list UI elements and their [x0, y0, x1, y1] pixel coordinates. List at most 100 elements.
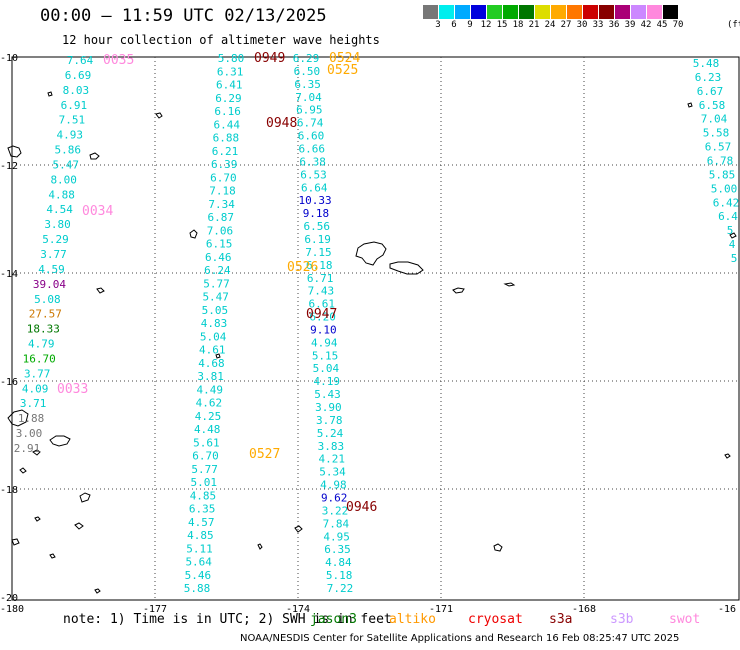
- colorbar-label: 6: [451, 20, 457, 30]
- wave-height-value: 5.05: [202, 304, 229, 317]
- lat-tick-label: -16: [0, 377, 18, 388]
- lon-tick-label: -177: [143, 604, 167, 615]
- island-futuna: [96, 287, 105, 294]
- wave-height-value: 6.50: [294, 65, 321, 78]
- pass-time-label: 0033: [57, 382, 88, 397]
- wave-height-value: 18.33: [27, 323, 60, 336]
- wave-height-value: 6.91: [61, 99, 88, 112]
- wave-height-value: 7.18: [209, 185, 236, 198]
- colorbar-label: 24: [544, 20, 556, 30]
- wave-height-value: 6.87: [208, 211, 235, 224]
- colorbar-swatch: [598, 5, 614, 19]
- wave-height-value: 3.00: [16, 427, 43, 440]
- wave-height-value: 3.77: [40, 248, 67, 261]
- island-fiji-8: [34, 516, 41, 522]
- wave-height-value: 4.95: [323, 530, 350, 543]
- wave-height-value: 6.69: [65, 69, 92, 82]
- lat-tick-label: -20: [0, 593, 18, 604]
- wave-height-value: 1.88: [18, 412, 45, 425]
- wave-height-value: 6.42: [713, 196, 740, 209]
- colorbar-label: 9: [467, 20, 473, 30]
- pass-time-label: 0035: [103, 53, 134, 68]
- wave-height-value: 6.78: [707, 155, 734, 168]
- wave-height-value: 6.31: [217, 65, 244, 78]
- island-fiji-7: [11, 538, 20, 546]
- colorbar-label: 70: [672, 20, 684, 30]
- colorbar-swatch: [534, 5, 550, 19]
- wave-height-value: 5.47: [52, 158, 79, 171]
- wave-height-value: 10.33: [299, 194, 332, 207]
- colorbar-label: 3: [435, 20, 441, 30]
- wave-height-value: 4.09: [22, 382, 49, 395]
- wave-height-value: 6.29: [215, 92, 242, 105]
- wave-height-value: 4.98: [320, 479, 347, 492]
- colorbar-swatch: [438, 5, 454, 19]
- wave-height-value: 4.68: [198, 357, 225, 370]
- wave-height-value: 5.01: [191, 476, 218, 489]
- wave-height-value: 3.90: [315, 401, 342, 414]
- wave-height-value: 3.81: [197, 370, 224, 383]
- altimeter-track-c: 6.296.506.357.046.956.746.606.666.386.53…: [293, 52, 354, 595]
- wave-height-value: 5.86: [55, 144, 82, 157]
- colorbar-label: 12: [480, 20, 492, 30]
- wave-height-value: 5.77: [203, 277, 230, 290]
- wave-height-value: 27.57: [29, 308, 62, 321]
- island-fiji-4: [32, 449, 41, 456]
- wave-height-value: 5.04: [200, 330, 227, 343]
- wave-height-value: 6.19: [304, 233, 331, 246]
- pass-time-label: 0525: [327, 63, 358, 78]
- wave-height-value: 5.04: [313, 362, 340, 375]
- wave-height-value: 8.00: [50, 173, 77, 186]
- island-manua: [503, 282, 516, 287]
- wave-height-value: 7.22: [327, 582, 354, 595]
- pass-time-label: 0949: [254, 51, 285, 66]
- lon-tick-label: -180: [0, 604, 24, 615]
- colorbar-swatch: [502, 5, 518, 19]
- wave-height-value: 6.67: [697, 85, 724, 98]
- wave-height-value: 3.83: [318, 440, 345, 453]
- pass-time-label: 0527: [249, 447, 280, 462]
- wave-height-value: 4.19: [313, 375, 340, 388]
- wave-height-value: 6.70: [210, 171, 237, 184]
- wave-height-value: 16.70: [23, 352, 56, 365]
- wave-height-value: 5.46: [185, 569, 212, 582]
- pass-time-label: 0526: [287, 260, 318, 275]
- wave-height-value: 3.78: [316, 414, 343, 427]
- island-fiji-5: [19, 467, 27, 474]
- lon-tick-label: -168: [572, 604, 596, 615]
- wave-height-value: 4.21: [318, 453, 345, 466]
- lat-tick-label: -18: [0, 485, 18, 496]
- wave-height-value: 3.71: [20, 397, 47, 410]
- legend-item-altiko: altiko: [389, 612, 436, 627]
- lat-tick-label: -12: [0, 161, 18, 172]
- colorbar-label: 30: [576, 20, 588, 30]
- wave-height-value: 5.34: [319, 466, 346, 479]
- colorbar-label: 27: [560, 20, 572, 30]
- island-fiji-north-2: [89, 152, 100, 160]
- wave-height-value: 6.58: [699, 99, 726, 112]
- wave-height-value: 6.41: [216, 79, 243, 92]
- colorbar-swatch: [662, 5, 678, 19]
- wave-height-value: 4.79: [28, 338, 55, 351]
- wave-height-value: 4.83: [201, 317, 228, 330]
- coastlines: [7, 91, 737, 594]
- colorbar-swatch: [470, 5, 486, 19]
- island-fiji-north-1: [7, 145, 22, 158]
- wave-height-value: 6.20: [309, 311, 336, 324]
- wave-height-value: 5.85: [709, 168, 736, 181]
- wave-height-value: 7.51: [59, 114, 86, 127]
- wave-height-value: 2.91: [14, 442, 41, 455]
- island-cook: [724, 453, 731, 459]
- wave-height-value: 6.61: [309, 298, 336, 311]
- colorbar-label: 36: [608, 20, 620, 30]
- wave-height-value: 6.57: [705, 141, 732, 154]
- wave-height-value: 6.38: [299, 155, 326, 168]
- colorbar-swatch: [550, 5, 566, 19]
- wave-height-value: 4.94: [311, 336, 338, 349]
- wave-height-value: 6.35: [189, 503, 216, 516]
- colorbar-swatch: [454, 5, 470, 19]
- wave-height-value: 9.10: [310, 323, 337, 336]
- pass-time-label: 0946: [346, 500, 377, 515]
